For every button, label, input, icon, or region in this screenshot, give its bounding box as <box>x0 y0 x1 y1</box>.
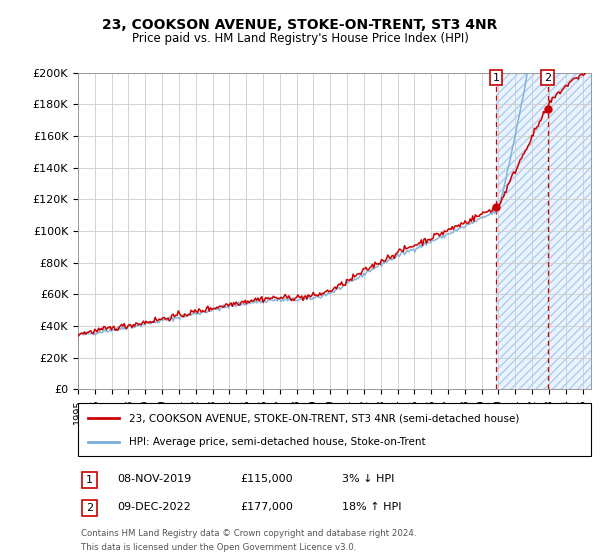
Text: HPI: Average price, semi-detached house, Stoke-on-Trent: HPI: Average price, semi-detached house,… <box>130 436 426 446</box>
Text: 3% ↓ HPI: 3% ↓ HPI <box>342 474 394 484</box>
Text: £115,000: £115,000 <box>240 474 293 484</box>
Text: 09-DEC-2022: 09-DEC-2022 <box>117 502 191 512</box>
FancyBboxPatch shape <box>82 500 97 516</box>
Bar <box>496 73 591 389</box>
Text: 1: 1 <box>86 475 93 485</box>
Text: This data is licensed under the Open Government Licence v3.0.: This data is licensed under the Open Gov… <box>81 543 356 552</box>
Text: Contains HM Land Registry data © Crown copyright and database right 2024.: Contains HM Land Registry data © Crown c… <box>81 529 416 538</box>
Text: 2: 2 <box>544 73 551 82</box>
Text: 18% ↑ HPI: 18% ↑ HPI <box>342 502 401 512</box>
Bar <box>496 73 591 389</box>
Text: 1: 1 <box>493 73 499 82</box>
Text: 2: 2 <box>86 503 93 513</box>
FancyBboxPatch shape <box>82 472 97 488</box>
Text: 08-NOV-2019: 08-NOV-2019 <box>117 474 191 484</box>
Text: Price paid vs. HM Land Registry's House Price Index (HPI): Price paid vs. HM Land Registry's House … <box>131 31 469 45</box>
Text: £177,000: £177,000 <box>240 502 293 512</box>
Text: 23, COOKSON AVENUE, STOKE-ON-TRENT, ST3 4NR: 23, COOKSON AVENUE, STOKE-ON-TRENT, ST3 … <box>103 18 497 32</box>
FancyBboxPatch shape <box>78 403 591 456</box>
Text: 23, COOKSON AVENUE, STOKE-ON-TRENT, ST3 4NR (semi-detached house): 23, COOKSON AVENUE, STOKE-ON-TRENT, ST3 … <box>130 413 520 423</box>
